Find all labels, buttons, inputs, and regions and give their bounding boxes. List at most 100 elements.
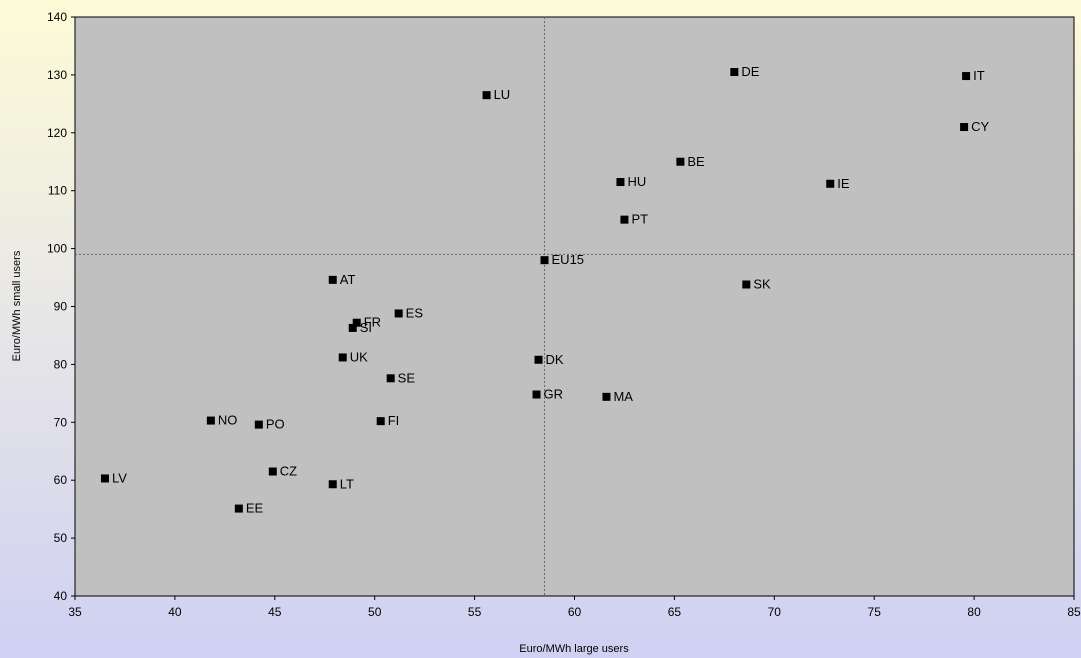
point-marker [676, 157, 685, 166]
x-tick-label: 55 [468, 605, 482, 619]
point-marker [742, 280, 751, 289]
point-marker [100, 474, 109, 483]
point-label: IT [973, 68, 985, 83]
x-tick-label: 60 [568, 605, 582, 619]
point-marker [338, 353, 347, 362]
data-point-be: BE [676, 154, 705, 169]
x-tick-label: 75 [868, 605, 882, 619]
y-tick-label: 110 [48, 184, 67, 198]
point-label: EU15 [552, 252, 585, 267]
data-point-dk: DK [534, 352, 564, 367]
point-label: PT [631, 212, 648, 227]
reference-lines [75, 17, 1074, 596]
data-point-lu: LU [482, 87, 511, 102]
data-point-ee: EE [234, 501, 264, 516]
plot-area [74, 16, 1075, 597]
data-point-uk: UK [338, 349, 368, 364]
point-marker [352, 318, 361, 327]
y-axis-title: Euro/MWh small users [11, 250, 23, 361]
point-marker [730, 68, 739, 77]
data-point-fi: FI [376, 413, 400, 428]
y-tick-label: 100 [47, 242, 67, 256]
point-label: CY [971, 119, 989, 134]
data-point-es: ES [394, 305, 424, 320]
point-label: GR [544, 387, 564, 402]
x-tick-label: 40 [168, 605, 182, 619]
point-marker [394, 309, 403, 318]
point-label: EE [246, 501, 264, 516]
x-tick-label: 45 [268, 605, 282, 619]
point-marker [386, 374, 395, 383]
x-tick-label: 70 [768, 605, 782, 619]
point-marker [254, 420, 263, 429]
point-label: FR [364, 315, 381, 330]
data-point-cz: CZ [268, 464, 297, 479]
point-label: DK [546, 352, 564, 367]
point-marker [534, 355, 543, 364]
point-label: CZ [280, 464, 297, 479]
point-marker [960, 123, 969, 132]
data-point-sk: SK [742, 276, 771, 291]
point-label: LT [340, 476, 354, 491]
point-label: DE [741, 64, 759, 79]
y-tick-label: 50 [54, 531, 68, 545]
point-marker [206, 416, 215, 425]
x-axis-title: Euro/MWh large users [519, 643, 629, 655]
point-marker [602, 392, 611, 401]
point-marker [826, 179, 835, 188]
point-label: LU [494, 87, 511, 102]
data-point-no: NO [206, 413, 238, 428]
y-tick-label: 80 [54, 357, 68, 371]
data-point-fr: FR [352, 315, 381, 330]
data-point-gr: GR [532, 387, 564, 402]
x-tick-label: 65 [668, 605, 682, 619]
point-marker [540, 256, 549, 265]
point-label: FI [388, 413, 400, 428]
point-marker [348, 323, 357, 332]
data-point-ie: IE [826, 176, 850, 191]
x-tick-label: 80 [967, 605, 981, 619]
y-tick-label: 40 [54, 589, 68, 603]
point-label: SK [753, 276, 771, 291]
point-marker [532, 390, 541, 399]
point-label: MA [613, 389, 633, 404]
x-tick-label: 50 [368, 605, 382, 619]
point-label: AT [340, 272, 356, 287]
y-tick-label: 60 [54, 473, 68, 487]
point-marker [482, 91, 491, 100]
data-point-de: DE [730, 64, 760, 79]
data-point-ma: MA [602, 389, 633, 404]
point-label: HU [627, 174, 646, 189]
data-point-hu: HU [616, 174, 646, 189]
x-tick-label: 35 [68, 605, 82, 619]
y-tick-label: 130 [47, 68, 67, 82]
data-point-cy: CY [960, 119, 989, 134]
y-tick-label: 70 [54, 415, 68, 429]
point-marker [962, 72, 971, 81]
y-tick-label: 120 [47, 126, 67, 140]
point-marker [268, 467, 277, 476]
y-tick-label: 90 [54, 300, 68, 314]
point-marker [616, 178, 625, 187]
point-marker [234, 504, 243, 513]
point-label: UK [350, 349, 368, 364]
point-label: SE [398, 370, 416, 385]
point-marker [376, 417, 385, 426]
point-label: ES [406, 305, 424, 320]
point-label: NO [218, 413, 238, 428]
data-point-lv: LV [100, 470, 127, 485]
data-point-at: AT [328, 272, 356, 287]
x-tick-label: 85 [1067, 605, 1081, 619]
x-axis-ticks: 35 40 45 50 55 60 65 70 75 80 85 [68, 596, 1081, 619]
data-point-se: SE [386, 370, 416, 385]
data-point-lt: LT [328, 476, 354, 491]
point-marker [328, 480, 337, 489]
y-axis-ticks: 40 50 60 70 80 90 100 110 120 130 140 [47, 10, 75, 603]
point-label: SI [360, 320, 372, 335]
point-label: LV [112, 470, 127, 485]
point-marker [328, 275, 337, 284]
point-marker [620, 215, 629, 224]
point-label: PO [266, 417, 285, 432]
